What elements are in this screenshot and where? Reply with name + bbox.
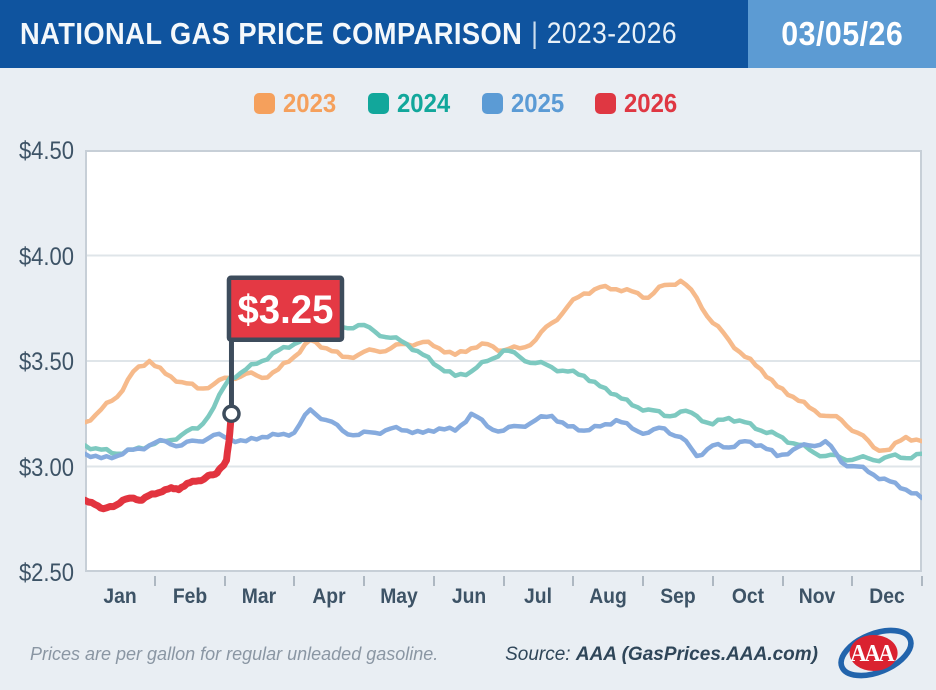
legend-item-2025: 2025 (481, 88, 569, 119)
legend-swatch-2026 (595, 93, 617, 114)
y-axis-label-3.00: $3.00 (18, 453, 74, 482)
x-axis-label-may: May (380, 585, 418, 608)
source-label: Source: (505, 644, 571, 665)
x-axis-label-jun: Jun (451, 585, 486, 608)
y-axis-label-2.50: $2.50 (18, 559, 74, 587)
aaa-logo-text: AAA (850, 640, 895, 667)
callout-flag (226, 275, 345, 342)
y-axis-label-4.50: $4.50 (18, 137, 74, 165)
x-axis-tick (363, 576, 365, 586)
x-axis-tick (572, 576, 575, 586)
x-axis-label-sep: Sep (660, 585, 696, 608)
x-axis-label-apr: Apr (312, 585, 346, 608)
legend-label-2023: 2023 (282, 88, 337, 118)
date-badge: 03/05/26 (748, 0, 936, 68)
x-axis-label-jan: Jan (103, 585, 137, 608)
legend-swatch-2025 (481, 93, 503, 114)
x-axis-label-dec: Dec (869, 585, 905, 608)
legend-label-2024: 2024 (396, 88, 450, 118)
legend-item-2023: 2023 (253, 88, 341, 119)
source-name: AAA (GasPrices.AAA.com) (575, 644, 818, 665)
title-separator: | (531, 17, 538, 50)
legend-item-2024: 2024 (367, 88, 455, 119)
x-axis-label-mar: Mar (242, 585, 277, 608)
current-price-marker (222, 404, 241, 423)
line-series-2026 (81, 410, 235, 513)
x-axis-tick (781, 576, 784, 586)
legend-swatch-2024 (367, 93, 389, 114)
x-axis-tick (921, 576, 923, 586)
title-main: NATIONAL GAS PRICE COMPARISON (20, 16, 523, 51)
line-series-2025 (82, 407, 925, 501)
x-axis-tick (432, 576, 435, 586)
header-bar: NATIONAL GAS PRICE COMPARISON | 2023-202… (0, 0, 936, 68)
page-title: NATIONAL GAS PRICE COMPARISON | 2023-202… (20, 0, 677, 68)
legend-label-2026: 2026 (624, 88, 678, 118)
callout-price-label: $3.25 (237, 288, 333, 332)
legend-swatch-2023 (253, 93, 275, 114)
current-date: 03/05/26 (781, 15, 903, 52)
x-axis-tick (711, 576, 714, 586)
y-axis-label-4.00: $4.00 (18, 242, 74, 271)
x-axis-label-aug: Aug (589, 585, 627, 608)
chart-area: $3.25 (81, 150, 925, 572)
x-axis-tick (851, 576, 854, 586)
aaa-logo: AAA (838, 627, 914, 679)
x-axis-tick (153, 576, 156, 586)
x-axis-label-feb: Feb (172, 585, 207, 608)
title-year-range: 2023-2026 (546, 17, 677, 50)
x-axis-label-oct: Oct (731, 585, 764, 608)
legend-item-2026: 2026 (595, 88, 682, 119)
line-series-2024 (82, 322, 925, 464)
chart-legend: 2023 2024 2025 2026 (0, 88, 936, 119)
x-axis-label-nov: Nov (799, 585, 836, 608)
x-axis-tick (642, 576, 644, 586)
x-axis-label-jul: Jul (524, 585, 553, 608)
legend-label-2025: 2025 (510, 88, 564, 118)
x-axis-tick (502, 576, 505, 586)
x-axis-tick (293, 576, 296, 586)
x-axis-tick (223, 576, 226, 586)
source-attribution: Source: AAA (GasPrices.AAA.com) (505, 644, 818, 666)
footer-note: Prices are per gallon for regular unlead… (30, 644, 439, 664)
y-axis-label-3.50: $3.50 (18, 348, 74, 376)
